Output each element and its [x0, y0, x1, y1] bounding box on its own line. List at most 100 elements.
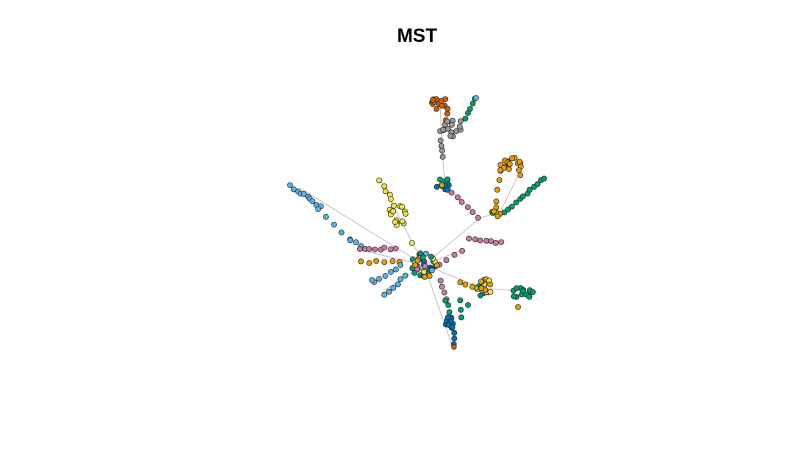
mst-node	[376, 275, 382, 282]
mst-node	[451, 335, 458, 342]
mst-node	[447, 132, 454, 139]
mst-node	[505, 166, 512, 172]
mst-node	[356, 246, 363, 252]
mst-node	[421, 273, 428, 280]
mst-node	[309, 198, 316, 205]
mst-node	[472, 236, 479, 243]
mst-node	[417, 250, 424, 257]
mst-node	[353, 239, 359, 246]
mst-node	[331, 221, 337, 228]
mst-node	[428, 267, 435, 274]
mst-node	[429, 97, 436, 103]
mst-node	[446, 309, 453, 316]
mst-node	[492, 239, 499, 246]
mst-node	[437, 176, 443, 183]
edge-hub-skyblue	[299, 187, 425, 266]
mst-node	[439, 147, 445, 154]
mst-node	[487, 288, 494, 295]
mst-node	[462, 281, 469, 288]
mst-node	[390, 284, 397, 291]
mst-node	[513, 285, 520, 291]
mst-node	[465, 302, 471, 308]
mst-node	[373, 258, 380, 264]
mst-node	[465, 110, 471, 116]
mst-node	[433, 106, 440, 112]
mst-node	[439, 182, 445, 188]
mst-node	[387, 269, 394, 275]
mst-node	[438, 102, 445, 109]
mst-node	[487, 281, 494, 288]
mst-node	[469, 100, 476, 107]
mst-node	[541, 175, 547, 182]
mst-node	[496, 177, 503, 183]
mst-node	[389, 258, 396, 265]
mst-node	[526, 293, 533, 300]
mst-node	[366, 260, 373, 266]
mst-node	[439, 153, 446, 160]
mst-node	[451, 329, 458, 336]
mst-node	[358, 258, 364, 265]
mst-node	[414, 257, 421, 264]
mst-node	[338, 229, 345, 236]
mst-node	[444, 105, 451, 112]
mst-node	[322, 213, 329, 220]
mst-node	[392, 266, 399, 273]
mst-node	[397, 276, 404, 283]
mst-node	[381, 183, 388, 190]
mst-node	[437, 277, 444, 284]
mst-node	[394, 281, 401, 288]
mst-node	[513, 199, 519, 206]
mst-node	[440, 126, 447, 133]
mst-nodes	[287, 95, 547, 350]
mst-node	[438, 283, 445, 290]
mst-node	[508, 203, 515, 210]
mst-node	[382, 188, 389, 195]
mst-node	[366, 246, 373, 252]
mst-node	[428, 253, 434, 260]
mst-node	[516, 167, 522, 173]
mst-node	[392, 219, 398, 225]
mst-node	[433, 262, 440, 269]
mst-node	[458, 199, 465, 205]
mst-node	[478, 285, 485, 292]
mst-node	[520, 287, 527, 294]
mst-node	[517, 172, 524, 179]
mst-node	[529, 289, 536, 295]
mst-node	[421, 268, 427, 275]
mst-node	[369, 277, 375, 283]
mst-node	[494, 186, 501, 193]
mst-node	[475, 214, 481, 221]
mst-node	[426, 272, 433, 279]
mst-node	[409, 240, 415, 246]
mst-node	[399, 203, 405, 210]
mst-node	[444, 314, 451, 321]
mst-node	[506, 161, 513, 167]
mst-node	[451, 251, 458, 258]
mst-node	[443, 257, 450, 264]
mst-node	[464, 204, 471, 211]
mst-node	[462, 115, 469, 122]
mst-node	[448, 189, 455, 196]
mst-node	[381, 291, 388, 298]
mst-node	[390, 208, 397, 215]
mst-node	[387, 196, 394, 202]
mst-node	[371, 246, 378, 253]
mst-node	[534, 181, 541, 188]
edge-teal-gold	[499, 171, 521, 213]
mst-node	[438, 98, 445, 104]
mst-node	[516, 158, 523, 165]
mst-node	[515, 304, 521, 310]
mst-node	[498, 239, 505, 245]
mst-node	[444, 118, 451, 125]
mst-node	[399, 218, 406, 225]
mst-node	[444, 176, 451, 183]
mst-node	[526, 186, 533, 193]
mst-node	[300, 190, 307, 197]
mst-node	[441, 289, 448, 296]
mst-node	[376, 177, 383, 184]
mst-node	[402, 210, 409, 217]
mst-node	[448, 121, 455, 128]
mst-node	[437, 137, 444, 144]
mst-node	[469, 209, 476, 216]
